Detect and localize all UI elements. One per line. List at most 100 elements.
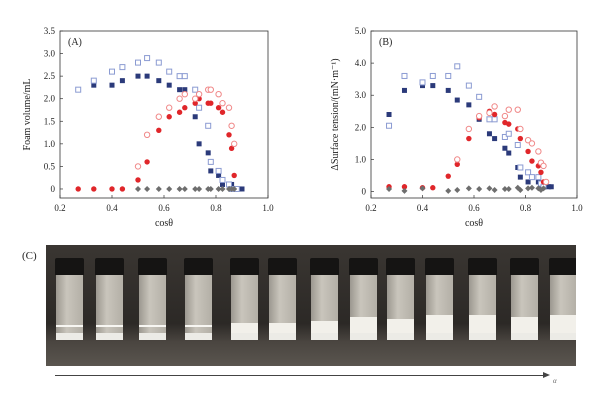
vial-liquid xyxy=(138,333,166,340)
vial-foam xyxy=(549,315,576,333)
vial-glass xyxy=(95,275,123,340)
series-diamond xyxy=(386,184,547,194)
vial-meniscus xyxy=(184,325,212,327)
data-point xyxy=(109,82,115,88)
data-point xyxy=(208,100,214,106)
data-point xyxy=(465,185,472,192)
vial-liquid xyxy=(95,333,123,340)
vial-liquid xyxy=(425,333,453,340)
data-point xyxy=(143,131,151,139)
vial-liquid xyxy=(55,333,83,340)
vial-meniscus xyxy=(55,325,83,327)
data-point xyxy=(192,95,199,102)
data-point xyxy=(525,179,531,185)
vial-glass xyxy=(268,275,296,340)
vial-cap xyxy=(309,258,339,275)
data-point xyxy=(476,186,483,193)
plot-frame xyxy=(59,30,269,199)
direction-arrow xyxy=(55,375,545,376)
vial-foam xyxy=(425,315,453,333)
vial xyxy=(54,258,84,340)
data-point xyxy=(155,113,163,120)
data-point xyxy=(215,105,222,111)
data-point xyxy=(156,127,162,133)
vial-liquid xyxy=(310,333,338,340)
y-axis-label: ΔSurface tension/(mN·m⁻¹) xyxy=(330,58,341,170)
vial-glass xyxy=(184,275,212,340)
data-point xyxy=(135,59,141,66)
data-point xyxy=(181,185,188,192)
vial-meniscus xyxy=(95,325,123,327)
data-point xyxy=(514,106,521,113)
data-point xyxy=(486,185,493,192)
data-point xyxy=(491,116,498,123)
data-point xyxy=(517,186,524,193)
x-tick-label: 0.4 xyxy=(106,203,118,213)
data-point xyxy=(155,59,162,66)
vial xyxy=(467,258,497,340)
data-point xyxy=(228,122,235,129)
vial-cap xyxy=(137,258,167,275)
data-point xyxy=(219,109,226,115)
data-point xyxy=(386,122,393,129)
data-point xyxy=(144,55,151,62)
vial-liquid xyxy=(268,333,296,340)
data-point xyxy=(548,184,554,190)
data-point xyxy=(119,64,126,71)
data-point xyxy=(491,103,498,110)
data-point xyxy=(486,116,493,123)
data-point xyxy=(166,114,172,120)
data-point xyxy=(401,187,408,194)
vial-foam xyxy=(386,319,414,333)
vials-photo xyxy=(46,245,576,366)
vial-cap xyxy=(424,258,454,275)
data-point xyxy=(219,100,226,107)
x-tick-label: 0.8 xyxy=(210,203,222,213)
data-point xyxy=(486,109,493,117)
data-point xyxy=(181,73,188,80)
panel-label-c: (C) xyxy=(22,250,37,262)
data-point xyxy=(491,111,498,118)
data-point xyxy=(231,185,238,192)
data-point xyxy=(196,185,203,192)
vial-liquid xyxy=(184,333,212,340)
data-point xyxy=(205,122,212,129)
vial xyxy=(424,258,454,340)
data-point xyxy=(505,186,512,193)
data-point xyxy=(215,90,222,98)
x-tick-label: 0.2 xyxy=(54,203,65,213)
data-point xyxy=(195,90,203,98)
vial-cap xyxy=(183,258,213,275)
panel-label: (A) xyxy=(68,37,82,48)
vial-foam xyxy=(268,323,296,333)
data-point xyxy=(445,173,451,179)
y-tick-label: 1.0 xyxy=(44,139,56,149)
data-point xyxy=(166,104,173,111)
data-point xyxy=(134,163,142,170)
data-point xyxy=(207,86,215,93)
vial xyxy=(385,258,415,340)
x-tick-label: 0.6 xyxy=(158,203,170,213)
vial-glass xyxy=(425,275,453,340)
data-point xyxy=(430,185,436,191)
data-point xyxy=(492,136,498,142)
vial xyxy=(137,258,167,340)
data-point xyxy=(505,130,512,137)
y-axis-label: Foam volume/mL xyxy=(22,79,33,151)
data-point xyxy=(454,156,461,163)
data-point xyxy=(144,159,150,165)
vial-glass xyxy=(55,275,83,340)
data-point xyxy=(216,172,222,178)
data-point xyxy=(454,161,460,167)
data-point xyxy=(502,145,508,151)
data-point xyxy=(517,174,523,180)
data-point xyxy=(226,132,232,138)
vial-meniscus xyxy=(138,325,166,327)
data-point xyxy=(231,140,238,148)
data-point xyxy=(205,150,211,156)
vial-liquid xyxy=(468,333,496,340)
data-point xyxy=(517,135,524,142)
vial-liquid xyxy=(386,333,414,340)
vial-glass xyxy=(310,275,338,340)
vial-cap xyxy=(348,258,378,275)
